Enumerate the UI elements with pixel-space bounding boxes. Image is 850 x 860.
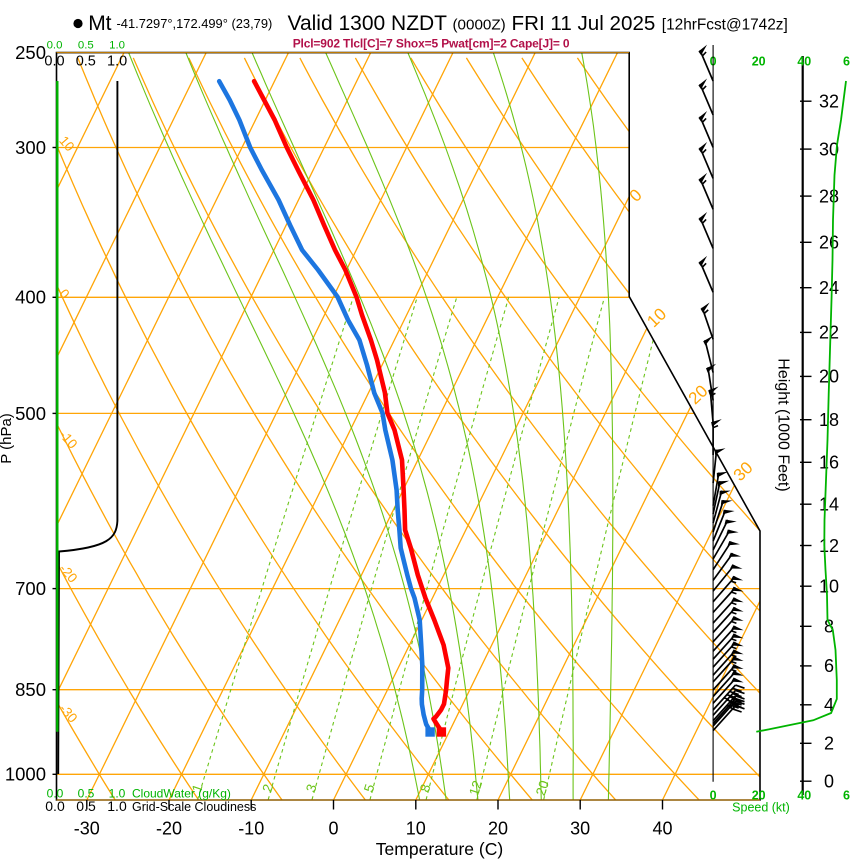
svg-text:20: 20 <box>752 789 766 803</box>
svg-text:0.5: 0.5 <box>76 798 96 814</box>
svg-text:3: 3 <box>303 782 320 794</box>
svg-text:250: 250 <box>15 42 46 63</box>
svg-text:10: 10 <box>56 133 77 154</box>
svg-text:0.5: 0.5 <box>76 54 96 70</box>
svg-text:8: 8 <box>824 617 834 637</box>
svg-text:300: 300 <box>15 137 46 158</box>
svg-text:-30: -30 <box>74 818 100 838</box>
svg-text:Valid 1300 NZDT: Valid 1300 NZDT <box>288 12 448 35</box>
svg-text:60: 60 <box>843 55 850 69</box>
svg-text:1: 1 <box>189 782 206 794</box>
svg-text:1.0: 1.0 <box>107 798 127 814</box>
svg-text:10: 10 <box>819 577 839 597</box>
svg-text:0.0: 0.0 <box>44 54 64 70</box>
svg-text:0.0: 0.0 <box>47 40 63 52</box>
svg-text:1000: 1000 <box>5 764 46 785</box>
svg-text:0: 0 <box>710 789 717 803</box>
svg-text:P (hPa): P (hPa) <box>0 413 15 464</box>
svg-text:20: 20 <box>752 55 766 69</box>
svg-text:6: 6 <box>824 656 834 676</box>
svg-text:40: 40 <box>652 818 672 838</box>
svg-text:20: 20 <box>533 779 552 798</box>
svg-text:8: 8 <box>417 782 434 794</box>
svg-text:0: 0 <box>328 818 338 838</box>
svg-text:14: 14 <box>819 495 839 515</box>
svg-text:850: 850 <box>15 679 46 700</box>
svg-text:0.5: 0.5 <box>78 787 95 801</box>
svg-text:0: 0 <box>824 772 834 792</box>
svg-text:Temperature (C): Temperature (C) <box>376 839 503 859</box>
svg-text:0.0: 0.0 <box>47 787 64 801</box>
svg-text:CloudWater (g/Kg): CloudWater (g/Kg) <box>132 787 231 801</box>
svg-text:24: 24 <box>819 278 839 298</box>
svg-text:26: 26 <box>819 233 839 253</box>
svg-text:1.0: 1.0 <box>107 54 127 70</box>
svg-text:Plcl=902 Tlcl[C]=7 Shox=5 Pwat: Plcl=902 Tlcl[C]=7 Shox=5 Pwat[cm]=2 Cap… <box>293 37 570 51</box>
svg-text:5: 5 <box>361 782 378 794</box>
svg-text:60: 60 <box>843 789 850 803</box>
svg-text:-41.7297°,172.499° (23,79): -41.7297°,172.499° (23,79) <box>117 16 273 31</box>
svg-text:40: 40 <box>797 789 811 803</box>
svg-text:Grid-Scale Cloudiness: Grid-Scale Cloudiness <box>132 800 256 814</box>
svg-text:0.5: 0.5 <box>78 40 94 52</box>
svg-text:12: 12 <box>819 536 839 556</box>
svg-text:(0000Z): (0000Z) <box>453 17 506 34</box>
svg-text:-20: -20 <box>156 818 182 838</box>
svg-text:700: 700 <box>15 578 46 599</box>
svg-text:4: 4 <box>824 695 834 715</box>
svg-text:Mt: Mt <box>88 12 111 35</box>
svg-text:30: 30 <box>570 818 590 838</box>
svg-text:Speed (kt): Speed (kt) <box>732 801 790 815</box>
svg-text:0.0: 0.0 <box>45 798 65 814</box>
svg-text:[12hrFcst@1742z]: [12hrFcst@1742z] <box>662 17 788 34</box>
svg-text:500: 500 <box>15 403 46 424</box>
svg-text:400: 400 <box>15 287 46 308</box>
svg-text:30: 30 <box>819 139 839 159</box>
svg-text:18: 18 <box>819 410 839 430</box>
svg-text:FRI 11 Jul 2025: FRI 11 Jul 2025 <box>512 12 656 35</box>
svg-text:22: 22 <box>819 323 839 343</box>
svg-text:-10: -10 <box>238 818 264 838</box>
svg-text:20: 20 <box>488 818 508 838</box>
svg-text:10: 10 <box>406 818 426 838</box>
svg-text:28: 28 <box>819 186 839 206</box>
svg-text:Height (1000 Feet): Height (1000 Feet) <box>775 358 792 491</box>
svg-text:16: 16 <box>819 453 839 473</box>
svg-text:1.0: 1.0 <box>109 787 126 801</box>
svg-text:2: 2 <box>259 782 276 794</box>
svg-text:40: 40 <box>797 55 811 69</box>
svg-text:2: 2 <box>824 734 834 754</box>
svg-text:1.0: 1.0 <box>109 40 125 52</box>
svg-text:32: 32 <box>819 92 839 112</box>
svg-text:12: 12 <box>466 779 485 798</box>
